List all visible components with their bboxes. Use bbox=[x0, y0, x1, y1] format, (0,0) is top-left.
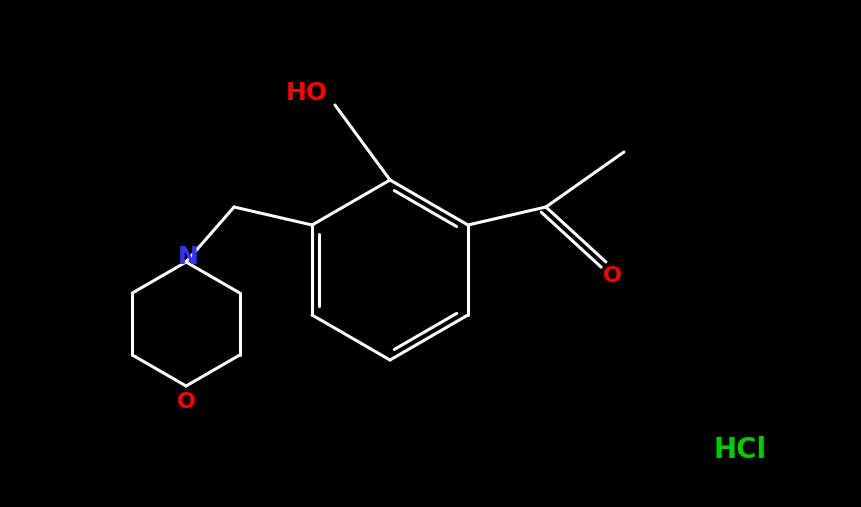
Text: O: O bbox=[602, 266, 621, 286]
Text: HO: HO bbox=[286, 81, 328, 105]
Text: N: N bbox=[177, 245, 198, 269]
Text: HCl: HCl bbox=[713, 436, 765, 464]
Text: O: O bbox=[177, 392, 195, 412]
